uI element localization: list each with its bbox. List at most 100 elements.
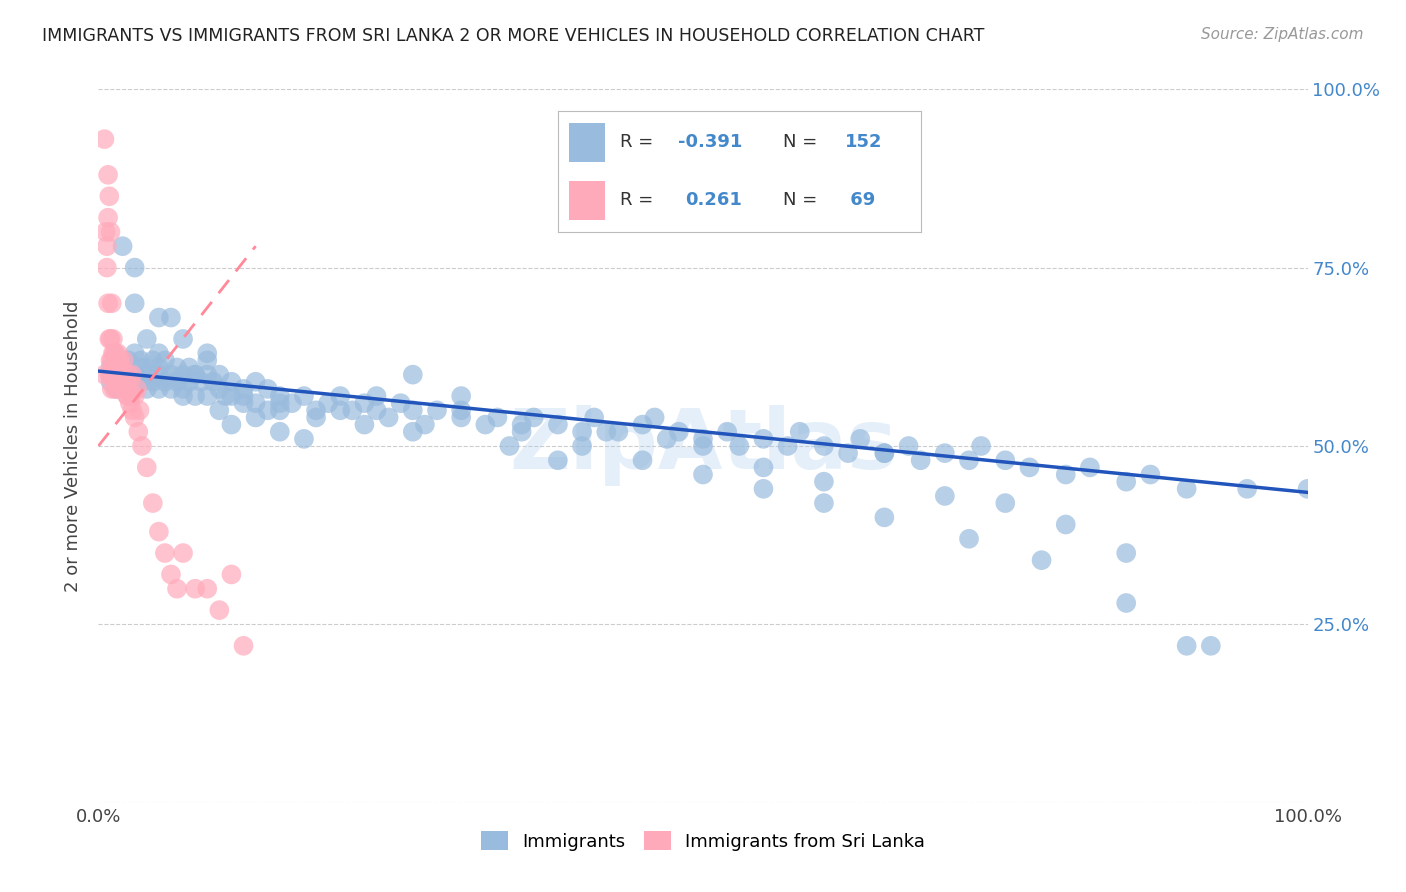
Point	[873, 510, 896, 524]
Point	[245, 396, 267, 410]
Point	[813, 475, 835, 489]
Text: ZipAtlas: ZipAtlas	[509, 406, 897, 486]
Point	[1031, 553, 1053, 567]
Point	[93, 132, 115, 146]
Point	[1199, 639, 1222, 653]
Point	[100, 332, 122, 346]
Point	[124, 382, 146, 396]
Point	[366, 389, 388, 403]
Point	[245, 375, 267, 389]
Point	[1115, 546, 1137, 560]
Point	[450, 410, 472, 425]
Point	[631, 453, 654, 467]
Point	[153, 353, 176, 368]
Point	[329, 403, 352, 417]
Point	[316, 396, 339, 410]
Point	[100, 225, 122, 239]
Point	[873, 446, 896, 460]
Point	[668, 425, 690, 439]
Point	[269, 425, 291, 439]
Point	[1018, 460, 1040, 475]
Point	[208, 403, 231, 417]
Point	[583, 410, 606, 425]
Point	[195, 389, 218, 403]
Point	[148, 346, 170, 360]
Point	[97, 211, 120, 225]
Text: IMMIGRANTS VS IMMIGRANTS FROM SRI LANKA 2 OR MORE VEHICLES IN HOUSEHOLD CORRELAT: IMMIGRANTS VS IMMIGRANTS FROM SRI LANKA …	[42, 27, 984, 45]
Point	[510, 425, 533, 439]
Point	[160, 567, 183, 582]
Point	[523, 410, 546, 425]
Point	[166, 360, 188, 375]
Point	[232, 639, 254, 653]
Point	[595, 425, 617, 439]
Point	[94, 225, 117, 239]
Point	[389, 396, 412, 410]
Point	[897, 439, 920, 453]
Point	[1139, 467, 1161, 482]
Point	[104, 346, 127, 360]
Point	[112, 353, 135, 368]
Point	[100, 375, 122, 389]
Point	[1296, 482, 1319, 496]
Point	[98, 189, 121, 203]
Point	[413, 417, 436, 432]
Point	[1115, 596, 1137, 610]
Point	[789, 425, 811, 439]
Point	[232, 382, 254, 396]
Point	[957, 532, 980, 546]
Point	[160, 368, 183, 382]
Point	[110, 360, 132, 375]
Point	[208, 368, 231, 382]
Point	[111, 375, 134, 389]
Point	[93, 368, 115, 382]
Point	[474, 417, 496, 432]
Point	[107, 353, 129, 368]
Point	[96, 260, 118, 275]
Point	[103, 346, 125, 360]
Point	[195, 353, 218, 368]
Point	[571, 439, 593, 453]
Point	[184, 389, 207, 403]
Point	[1054, 467, 1077, 482]
Point	[148, 382, 170, 396]
Point	[111, 375, 134, 389]
Point	[281, 396, 304, 410]
Point	[498, 439, 520, 453]
Point	[179, 360, 201, 375]
Point	[728, 439, 751, 453]
Point	[1236, 482, 1258, 496]
Point	[305, 403, 328, 417]
Point	[98, 368, 121, 382]
Point	[118, 382, 141, 396]
Point	[117, 389, 139, 403]
Point	[752, 482, 775, 496]
Point	[101, 332, 124, 346]
Point	[124, 296, 146, 310]
Point	[135, 368, 157, 382]
Point	[172, 368, 194, 382]
Point	[124, 260, 146, 275]
Point	[103, 382, 125, 396]
Point	[127, 425, 149, 439]
Point	[96, 239, 118, 253]
Point	[114, 382, 136, 396]
Point	[208, 382, 231, 396]
Y-axis label: 2 or more Vehicles in Household: 2 or more Vehicles in Household	[65, 301, 83, 591]
Point	[108, 368, 131, 382]
Point	[124, 410, 146, 425]
Point	[692, 439, 714, 453]
Point	[135, 332, 157, 346]
Point	[118, 396, 141, 410]
Point	[353, 417, 375, 432]
Point	[195, 368, 218, 382]
Point	[129, 375, 152, 389]
Point	[98, 332, 121, 346]
Point	[142, 353, 165, 368]
Point	[166, 582, 188, 596]
Point	[232, 396, 254, 410]
Legend: Immigrants, Immigrants from Sri Lanka: Immigrants, Immigrants from Sri Lanka	[474, 824, 932, 858]
Point	[692, 467, 714, 482]
Point	[108, 368, 131, 382]
Point	[910, 453, 932, 467]
